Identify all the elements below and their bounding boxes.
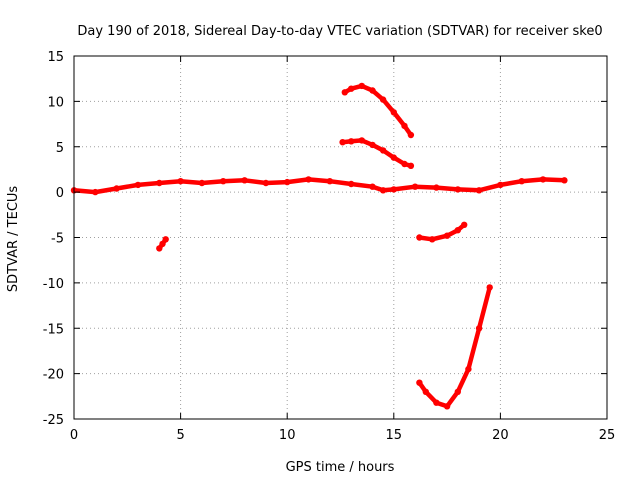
data-point [416, 379, 423, 386]
y-tick-label: 5 [56, 141, 64, 156]
data-point [284, 178, 291, 186]
data-point [390, 109, 397, 116]
data-point [326, 178, 333, 185]
data-point [433, 399, 440, 406]
data-point [369, 87, 376, 94]
data-point [454, 388, 461, 395]
data-point [443, 403, 451, 410]
y-tick-label: 10 [47, 95, 64, 110]
data-point [518, 178, 525, 185]
data-point [348, 180, 355, 188]
data-point [561, 177, 568, 184]
data-point [198, 179, 206, 187]
y-tick-label: -20 [43, 368, 64, 383]
x-tick-label: 0 [70, 428, 78, 443]
data-point [433, 184, 440, 191]
y-tick-label: 15 [47, 50, 64, 65]
data-point [475, 325, 483, 332]
data-point [134, 181, 142, 189]
x-tick-label: 10 [279, 428, 296, 443]
data-point [339, 139, 346, 146]
data-point [486, 284, 493, 291]
data-series [70, 82, 568, 410]
data-point [475, 187, 483, 194]
data-point [348, 138, 355, 145]
y-tick-label: -10 [43, 277, 64, 292]
data-point [390, 186, 397, 193]
data-point [220, 178, 227, 185]
data-point [411, 183, 419, 190]
data-point [369, 183, 376, 190]
data-point [379, 96, 387, 103]
data-point [539, 176, 547, 183]
x-tick-label: 15 [386, 428, 403, 443]
data-point [422, 388, 429, 395]
data-point [407, 131, 415, 139]
data-point [429, 236, 436, 243]
data-point [401, 160, 408, 168]
data-point [401, 122, 408, 130]
y-tick-label: -25 [43, 413, 64, 428]
x-axis-label: GPS time / hours [286, 460, 395, 475]
data-point [262, 179, 270, 187]
data-point [156, 179, 163, 187]
data-point [177, 178, 184, 185]
y-axis-label: SDTVAR / TECUs [6, 186, 21, 293]
series-line-2 [342, 83, 414, 138]
series-line-6 [417, 285, 492, 409]
data-point [358, 82, 365, 90]
data-point [407, 162, 415, 169]
data-point [461, 221, 468, 228]
data-point [379, 147, 387, 154]
data-point [159, 240, 166, 248]
axis-ticks: 0 5 10 15 20 25 -25 -20 -15 -10 -5 0 5 10 15 [43, 50, 616, 443]
chart-title: Day 190 of 2018, Sidereal Day-to-day VTE… [77, 24, 602, 39]
data-point [379, 187, 387, 194]
x-tick-label: 5 [176, 428, 184, 443]
data-point [454, 186, 461, 193]
data-point [454, 227, 461, 234]
data-point [465, 365, 472, 373]
data-point [113, 185, 120, 192]
series-line-3 [340, 138, 414, 169]
data-point [348, 85, 355, 92]
data-point [241, 177, 248, 184]
y-tick-label: 0 [56, 186, 64, 201]
data-point [92, 188, 99, 196]
data-point [358, 137, 365, 144]
y-tick-label: -15 [43, 322, 64, 337]
data-point [497, 181, 504, 189]
grid-lines [74, 56, 607, 419]
x-tick-label: 25 [599, 428, 616, 443]
data-point [305, 176, 312, 183]
x-tick-label: 20 [492, 428, 509, 443]
y-tick-label: -5 [51, 232, 64, 247]
plot-border [73, 55, 608, 420]
plot-frame [73, 55, 608, 420]
data-point [369, 141, 376, 149]
data-point [156, 245, 163, 252]
data-point [162, 236, 169, 243]
data-point [390, 154, 397, 161]
data-point [443, 232, 451, 239]
series-line-1 [71, 177, 567, 195]
data-point [341, 89, 348, 96]
data-point [416, 234, 423, 241]
